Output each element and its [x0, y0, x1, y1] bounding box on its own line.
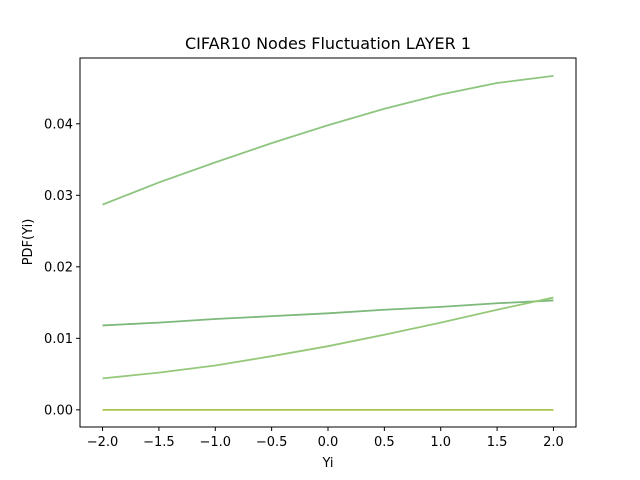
x-tick-label: −1.0: [199, 435, 231, 450]
series-line-3: [102, 296, 554, 380]
chart-title: CIFAR10 Nodes Fluctuation LAYER 1: [185, 34, 471, 53]
x-axis-ticks: −2.0 −1.5 −1.0 −0.5 0.0 0.5 1.0 1.5 2.0: [87, 427, 564, 450]
y-axis-title: PDF(Yi): [21, 219, 36, 266]
y-tick-label: 0.02: [44, 260, 73, 275]
x-tick-label: 2.0: [543, 435, 564, 450]
y-axis-ticks: 0.00 0.01 0.02 0.03 0.04: [44, 117, 80, 418]
y-tick-label: 0.04: [44, 117, 73, 132]
x-tick-label: −1.5: [143, 435, 175, 450]
x-axis-title: Yi: [321, 456, 333, 471]
x-tick-label: 1.5: [487, 435, 508, 450]
x-tick-label: −2.0: [87, 435, 119, 450]
y-tick-label: 0.01: [44, 332, 73, 347]
x-tick-label: 0.5: [374, 435, 395, 450]
plot-frame: [79, 57, 577, 428]
y-tick-label: 0.03: [44, 189, 73, 204]
x-tick-label: 1.0: [430, 435, 451, 450]
y-tick-label: 0.00: [44, 403, 73, 418]
x-tick-label: −0.5: [256, 435, 288, 450]
series-line-1: [102, 74, 554, 206]
series-line-2: [102, 299, 554, 327]
plot-lines: [102, 74, 554, 411]
x-tick-label: 0.0: [318, 435, 339, 450]
